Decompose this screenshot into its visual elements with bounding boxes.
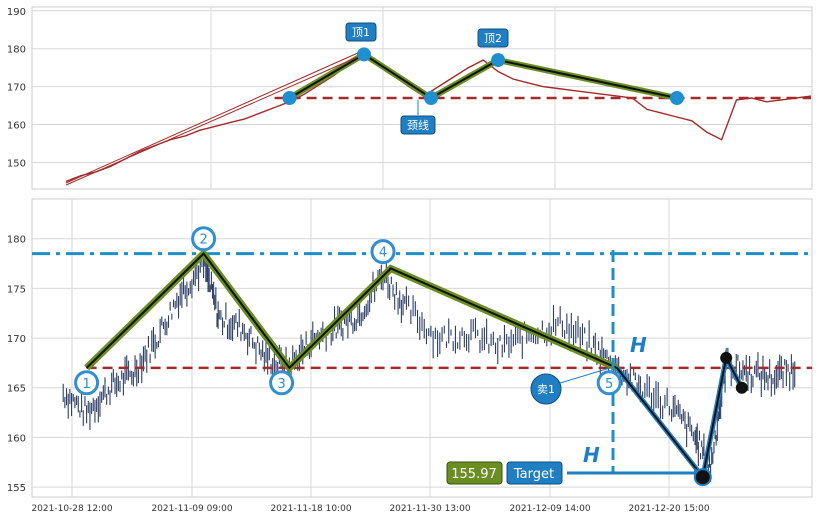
svg-text:顶1: 顶1 (352, 26, 370, 39)
top-pattern-point (357, 47, 371, 62)
bottom-x-tick-label: 2021-12-20 15:00 (628, 504, 709, 514)
bottom-x-tick-label: 2021-11-09 09:00 (151, 504, 232, 514)
svg-text:155.97: 155.97 (451, 467, 497, 482)
pattern-point-number: 4 (379, 246, 387, 261)
top-y-tick-label: 150 (7, 158, 26, 169)
projection-points (693, 351, 748, 487)
bottom-y-tick-label: 160 (7, 433, 26, 444)
top-y-tick-label: 180 (7, 45, 26, 56)
bottom-y-tick-label: 165 (7, 384, 26, 395)
label-top2: 顶2 (477, 28, 509, 48)
bottom-pattern-markers: 1 2 3 4 5 (74, 226, 622, 396)
bottom-x-ticks: 2021-10-28 12:00 2021-11-09 09:00 2021-11-… (31, 504, 709, 514)
bottom-y-tick-label: 155 (7, 483, 26, 494)
height-label-upper: H (630, 333, 647, 357)
top-pattern-point (491, 53, 506, 68)
projection-black (616, 354, 743, 480)
svg-text:顶2: 顶2 (484, 32, 502, 45)
pattern-point-number: 5 (605, 377, 613, 392)
bottom-y-tick-label: 175 (7, 284, 26, 295)
projection-point (693, 468, 712, 487)
bottom-y-tick-label: 180 (7, 235, 26, 246)
top-pattern-point (669, 91, 684, 105)
sell-label: 卖1 (530, 367, 611, 405)
svg-text:Target: Target (513, 467, 554, 482)
pattern-point-marker (596, 370, 622, 396)
bottom-y-tick-label: 170 (7, 334, 26, 345)
top-y-tick-label: 190 (7, 7, 26, 18)
pattern-point-number: 3 (277, 377, 285, 392)
bottom-grid (32, 199, 812, 497)
bottom-y-ticks: 155 160 165 170 175 180 (7, 235, 26, 494)
projection-point (735, 381, 748, 394)
svg-text:卖1: 卖1 (537, 383, 555, 396)
top-trend-line (65, 51, 361, 184)
pattern-point-marker (191, 226, 217, 252)
bottom-x-tick-label: 2021-12-09 14:00 (509, 504, 590, 514)
bottom-price-bars (62, 246, 796, 482)
top-trend-line-2 (65, 55, 361, 186)
bottom-pattern-black (85, 252, 618, 370)
bottom-x-tick-label: 2021-10-28 12:00 (31, 504, 112, 514)
target-label-box: Target (506, 461, 563, 485)
bottom-x-tick-label: 2021-11-18 10:00 (270, 504, 351, 514)
top-y-tick-label: 170 (7, 83, 26, 94)
pattern-point-marker (370, 239, 396, 265)
bottom-x-tick-label: 2021-11-30 13:00 (389, 504, 470, 514)
projection-point (720, 351, 733, 364)
pattern-point-marker (74, 370, 100, 396)
top-panel: 150 160 170 180 190 顶1 颈线 顶2 (7, 6, 813, 190)
target-value-box: 155.97 (446, 461, 503, 485)
label-top1: 顶1 (345, 22, 377, 42)
top-pattern-point (282, 91, 297, 105)
top-y-tick-label: 160 (7, 121, 26, 132)
top-price-line (65, 53, 812, 183)
top-pattern-points (282, 47, 684, 105)
top-pattern-point (424, 91, 439, 105)
pattern-point-number: 2 (199, 233, 207, 248)
pattern-point-marker (269, 370, 295, 396)
svg-text:颈线: 颈线 (407, 118, 429, 132)
bottom-plot-area (31, 198, 813, 498)
pattern-point-number: 1 (82, 377, 90, 392)
top-grid (32, 7, 812, 189)
label-neckline: 颈线 (400, 100, 436, 135)
top-y-ticks: 150 160 170 180 190 (7, 7, 26, 170)
height-label-lower: H (583, 443, 600, 467)
